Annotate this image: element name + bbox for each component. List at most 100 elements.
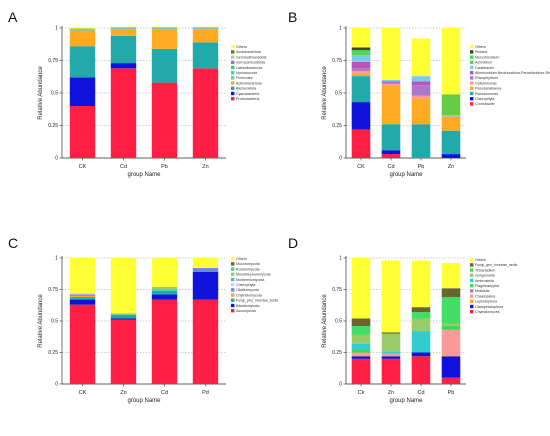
panel-b-bar-cd-pseudomonas	[381, 124, 401, 151]
panel-d-bar-pb-chytridiomyces	[441, 377, 461, 384]
panel-a-legend-label-actinobacteriota: Actinobacteriota	[236, 81, 262, 85]
panel-d-bar-pb-others	[441, 263, 461, 289]
panel-a-bar-zn-bacteroidota	[192, 42, 219, 69]
panel-d-bar-pb-tetracladium	[441, 297, 461, 324]
panel-a-legend-label-myxococcota: Myxococcota	[236, 71, 257, 75]
panel-b-xtick-label: Cd	[387, 164, 394, 170]
panel-c-ytick-label: 0.75	[48, 287, 58, 293]
panel-d-legend-label-ambrosiella: Ambrosiella	[475, 279, 494, 283]
panel-c-legend-swatch-chytridiomycota	[231, 293, 235, 297]
panel-b-legend-swatch-rhizophydium	[470, 76, 474, 80]
panel-b-ytick-label: 0.5	[335, 91, 342, 97]
panel-d-bar-zn-chaetopsina	[381, 353, 401, 357]
panel-b-xtick-label: CK	[357, 164, 365, 170]
panel-c-bar-ck-basidiomycota	[69, 299, 96, 305]
panel-a-legend-swatch-acidobacteriota	[231, 50, 235, 54]
panel-d-bar-zn-cladophialophora	[381, 356, 401, 359]
panel-b-bar-pb-pseudanabaena	[411, 98, 431, 125]
panel-d-bar-ck-leptodophora	[351, 355, 371, 357]
panel-b-bar-ck-pedobe	[351, 47, 371, 51]
panel-d-bar-zn-fungi-gen-incertae-sedis	[381, 332, 401, 334]
panel-a-legend-label-others: Others	[236, 45, 247, 49]
panel-a-ytick-label: 0	[55, 156, 58, 162]
panel-b-bar-pb-others	[411, 38, 431, 77]
panel-d-bar-pb-cladophialophora	[441, 356, 461, 378]
panel-d-legend-label-chaetopsina: Chaetopsina	[475, 294, 495, 298]
panel-b-legend-label-cellulomonas: Cellulomonas	[475, 81, 497, 85]
panel-d-legend-label-others: Others	[475, 258, 486, 262]
panel-b-bar-pb-allorhizobium-neorhizobium-pararhizobium-rhizobium	[411, 81, 431, 86]
panel-b-legend-swatch-pseudomonas	[470, 91, 474, 96]
panel-b-bar-pb-pseudomonas	[411, 124, 431, 158]
panel-c-xtick-label: Zn	[120, 390, 126, 396]
panel-c-bar-cd-ascomycota	[151, 299, 178, 384]
panel-c-bar-zn-basidiomycota	[110, 318, 137, 320]
panel-b-legend-swatch-achrobium	[470, 60, 474, 64]
panel-a-legend-label-cyanobacteria: Cyanobacteria	[236, 92, 259, 96]
panel-d-bar-zn-others	[381, 260, 401, 333]
panel-c-legend-label-monoblepharomycota: Monoblepharomycota	[236, 273, 271, 277]
panel-b-bar-ck-mesorhizobium	[351, 50, 371, 53]
panel-b-bar-ck-pseudomonas	[351, 76, 371, 103]
panel-b-ytick-label: 0.25	[332, 123, 342, 129]
panel-c-legend-swatch-ascomycota	[231, 309, 235, 313]
panel-b-bar-ck-achrobium	[351, 52, 371, 56]
panel-a-legend-swatch-cyanobacteria	[231, 91, 235, 96]
panel-c-xtick-label: Cd	[161, 390, 168, 396]
panel-b-legend-label-pseudomonas: Pseudomonas	[475, 92, 498, 96]
panel-a-bar-ck-firmicutes	[69, 29, 96, 31]
panel-b-legend-swatch-allorhizobium-neorhizobium-pararhizobium-rhizobium	[470, 71, 474, 75]
panel-b-bar-pb-caulobacter	[411, 76, 431, 82]
panel-d-bar-cd-ambrosiella	[411, 331, 431, 353]
panel-a-x-axis-title: group Name	[127, 172, 161, 178]
panel-a-bar-pb-actinobacteriota	[151, 29, 178, 49]
panel-a-legend-swatch-actinobacteriota	[231, 81, 235, 85]
panel-d-bar-ck-gongronella	[351, 334, 371, 344]
panel-d-ytick-label: 0.5	[335, 319, 342, 325]
panel-a-legend-swatch-latescibacterota	[231, 65, 235, 70]
panel-a-bar-ck-proteobacteria	[69, 106, 96, 158]
panel-a-legend-swatch-myxococcota	[231, 71, 235, 75]
panel-d-ytick-label: 0.75	[332, 287, 342, 293]
panel-c-bar-ck-fungi-phy-incertae-sedis	[69, 297, 96, 300]
panel-a-bar-cd-proteobacteria	[110, 68, 137, 158]
panel-d-bar-cd-fungi-gen-incertae-sedis	[411, 307, 431, 313]
panel-b-bar-ck-pseudanabaena	[351, 73, 371, 77]
panel-a-bar-ck-cyanobacteria	[69, 77, 96, 106]
panel-a-legend-label-proteobacteria: Proteobacteria	[236, 97, 259, 101]
panel-b-legend-swatch-cronobacter	[470, 102, 474, 106]
panel-a-xtick-label: Zn	[202, 164, 208, 170]
panel-c-bar-pd-fungi-phy-incertae-sedis	[192, 270, 219, 272]
panel-d-legend-swatch-chaetopsina	[470, 294, 474, 298]
panel-b-legend-swatch-cellulomonas	[470, 81, 474, 85]
panel-d-xtick-label: Zn	[388, 390, 394, 396]
panel-b-bar-ck-allorhizobium-neorhizobium-pararhizobium-rhizobium	[351, 61, 371, 69]
panel-c-bar-zn-monoblepharomycota	[110, 313, 137, 315]
panel-c-ytick-label: 1	[55, 256, 58, 262]
panel-d-bar-cd-tetracladium	[411, 312, 431, 319]
panel-d-bar-cd-gongronella	[411, 318, 431, 332]
panel-a-bar-ck-actinobacteriota	[69, 30, 96, 47]
panel-a-bar-ck-others	[69, 28, 96, 29]
panel-a-bar-pb-bacteroidota	[151, 48, 178, 83]
panel-a-xtick-label: Cd	[120, 164, 127, 170]
panel-c-legend-label-basidiomycota: Basidiomycota	[236, 304, 259, 308]
panel-a-legend-swatch-gemmatimonadota	[231, 55, 235, 59]
panel-a-bar-cd-actinobacteriota	[110, 29, 137, 36]
panel-c-x-axis-title: group Name	[127, 398, 161, 404]
panel-d-y-axis-title: Relative Abundance	[322, 294, 328, 348]
panel-d-legend-label-tetracladium: Tetracladium	[475, 268, 495, 272]
panel-b-legend-label-cronobacter: Cronobacter	[475, 102, 496, 106]
panel-a-bar-ck-bacteroidota	[69, 46, 96, 78]
panel-a-xtick-label: CK	[79, 164, 87, 170]
panel-d-ytick-label: 1	[339, 256, 342, 262]
panel-b-legend-swatch-mesorhizobium	[470, 55, 474, 59]
panel-d-legend-swatch-mrakiella	[470, 289, 474, 293]
panel-c-legend-label-mucoromycota: Mucoromycota	[236, 262, 260, 266]
panel-b-legend-swatch-caulobacter	[470, 65, 474, 70]
panel-d-legend-swatch-tetracladium	[470, 268, 474, 272]
panel-d-bar-pb-flagelloscypha	[441, 326, 461, 330]
panel-c-legend-label-fungi-phy-incertae-sedis: Fungi_phy_Incertae_sedis	[236, 299, 278, 303]
panel-d-bar-ck-flagelloscypha	[351, 349, 371, 353]
panel-d-bar-zn-chytridiomyces	[381, 358, 401, 384]
